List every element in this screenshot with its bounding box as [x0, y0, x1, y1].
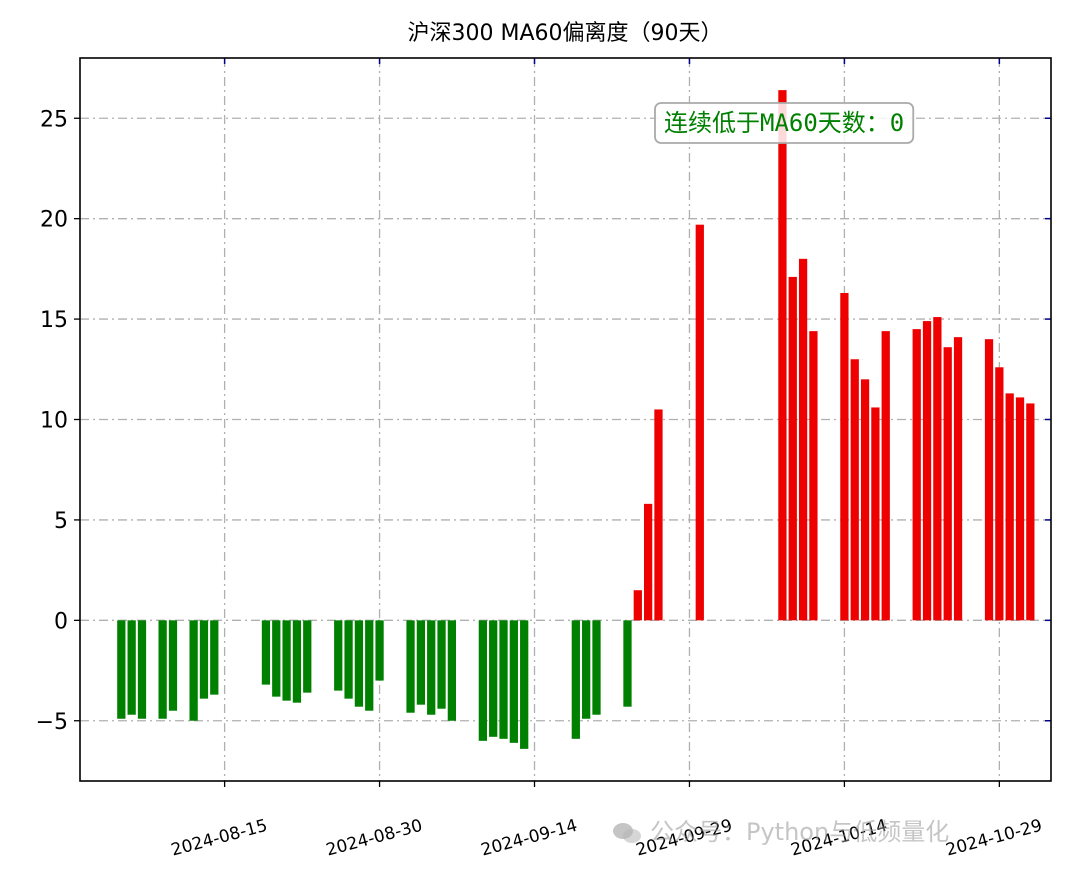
bar: [953, 337, 963, 621]
bar: [416, 620, 426, 705]
y-tick-label: −5: [36, 710, 68, 735]
bar: [127, 620, 136, 715]
y-tick-label: 0: [54, 609, 68, 634]
bars: [117, 90, 1035, 749]
watermark-text: 公众号：Python与低频量化: [650, 818, 950, 846]
bar: [375, 620, 384, 681]
bar: [210, 620, 219, 695]
grid-lines: [80, 58, 1051, 781]
bar: [168, 620, 178, 711]
bar: [695, 224, 704, 621]
bar: [303, 620, 312, 693]
x-tick-label: 2024-08-15: [169, 816, 270, 861]
bar: [798, 258, 808, 621]
bar: [582, 620, 591, 719]
bar: [871, 407, 880, 621]
bar: [943, 347, 952, 621]
bar: [520, 620, 529, 749]
bar: [850, 359, 859, 621]
bar: [592, 620, 601, 715]
bar: [447, 620, 457, 721]
bar: [654, 409, 663, 621]
bar: [489, 620, 498, 737]
bar: [984, 339, 994, 621]
axis-ticks: −5 0 5 10 15 20 25 2024-08-15 2024-08-30 2024-09-…: [36, 58, 1051, 861]
y-tick-label: 5: [54, 509, 68, 534]
bar: [427, 620, 436, 715]
annotation-text: 连续低于MA60天数：0: [664, 109, 904, 137]
y-tick-label: 20: [40, 208, 68, 233]
bar: [881, 331, 890, 621]
watermark: 公众号：Python与低频量化: [612, 812, 949, 847]
annotation-frame: [654, 102, 915, 144]
bar: [292, 620, 302, 703]
bar: [282, 620, 291, 701]
x-tick-label: 2024-08-30: [324, 816, 425, 861]
bar: [933, 317, 942, 621]
bar: [406, 620, 415, 713]
bar: [644, 503, 653, 621]
bar: [623, 620, 632, 707]
bar: [633, 590, 642, 621]
bar: [922, 321, 932, 621]
bar: [189, 620, 198, 721]
bar: [809, 331, 818, 621]
bar: [788, 276, 797, 621]
annotation-box: 连续低于MA60天数：0: [654, 102, 915, 144]
x-tick-label: 2024-09-14: [479, 816, 580, 861]
bar: [778, 90, 787, 621]
bar: [1026, 403, 1035, 621]
bar: [199, 620, 209, 699]
bar: [509, 620, 518, 743]
bar: [261, 620, 271, 685]
bar: [158, 620, 167, 719]
y-tick-label: 25: [40, 107, 68, 132]
y-tick-label: 10: [40, 409, 68, 434]
bar: [344, 620, 353, 699]
bar: [117, 620, 126, 719]
bar: [1005, 393, 1014, 621]
bar: [860, 379, 870, 621]
bar: [272, 620, 281, 697]
y-tick-label: 15: [40, 308, 68, 333]
bar: [437, 620, 446, 709]
bar: [912, 329, 921, 621]
x-tick-label: 2024-10-29: [944, 816, 1045, 861]
bar: [840, 292, 849, 621]
bar: [137, 620, 147, 719]
chart-title: 沪深300 MA60偏离度（90天）: [407, 21, 722, 46]
bar: [365, 620, 374, 711]
bar: [354, 620, 364, 707]
bar: [499, 620, 508, 739]
bar: [1015, 397, 1025, 621]
plot-frame: [79, 57, 1052, 782]
bar: [571, 620, 580, 739]
bar: [478, 620, 487, 741]
bar: [995, 367, 1004, 621]
bar: [334, 620, 343, 691]
wechat-icon: [613, 823, 641, 843]
